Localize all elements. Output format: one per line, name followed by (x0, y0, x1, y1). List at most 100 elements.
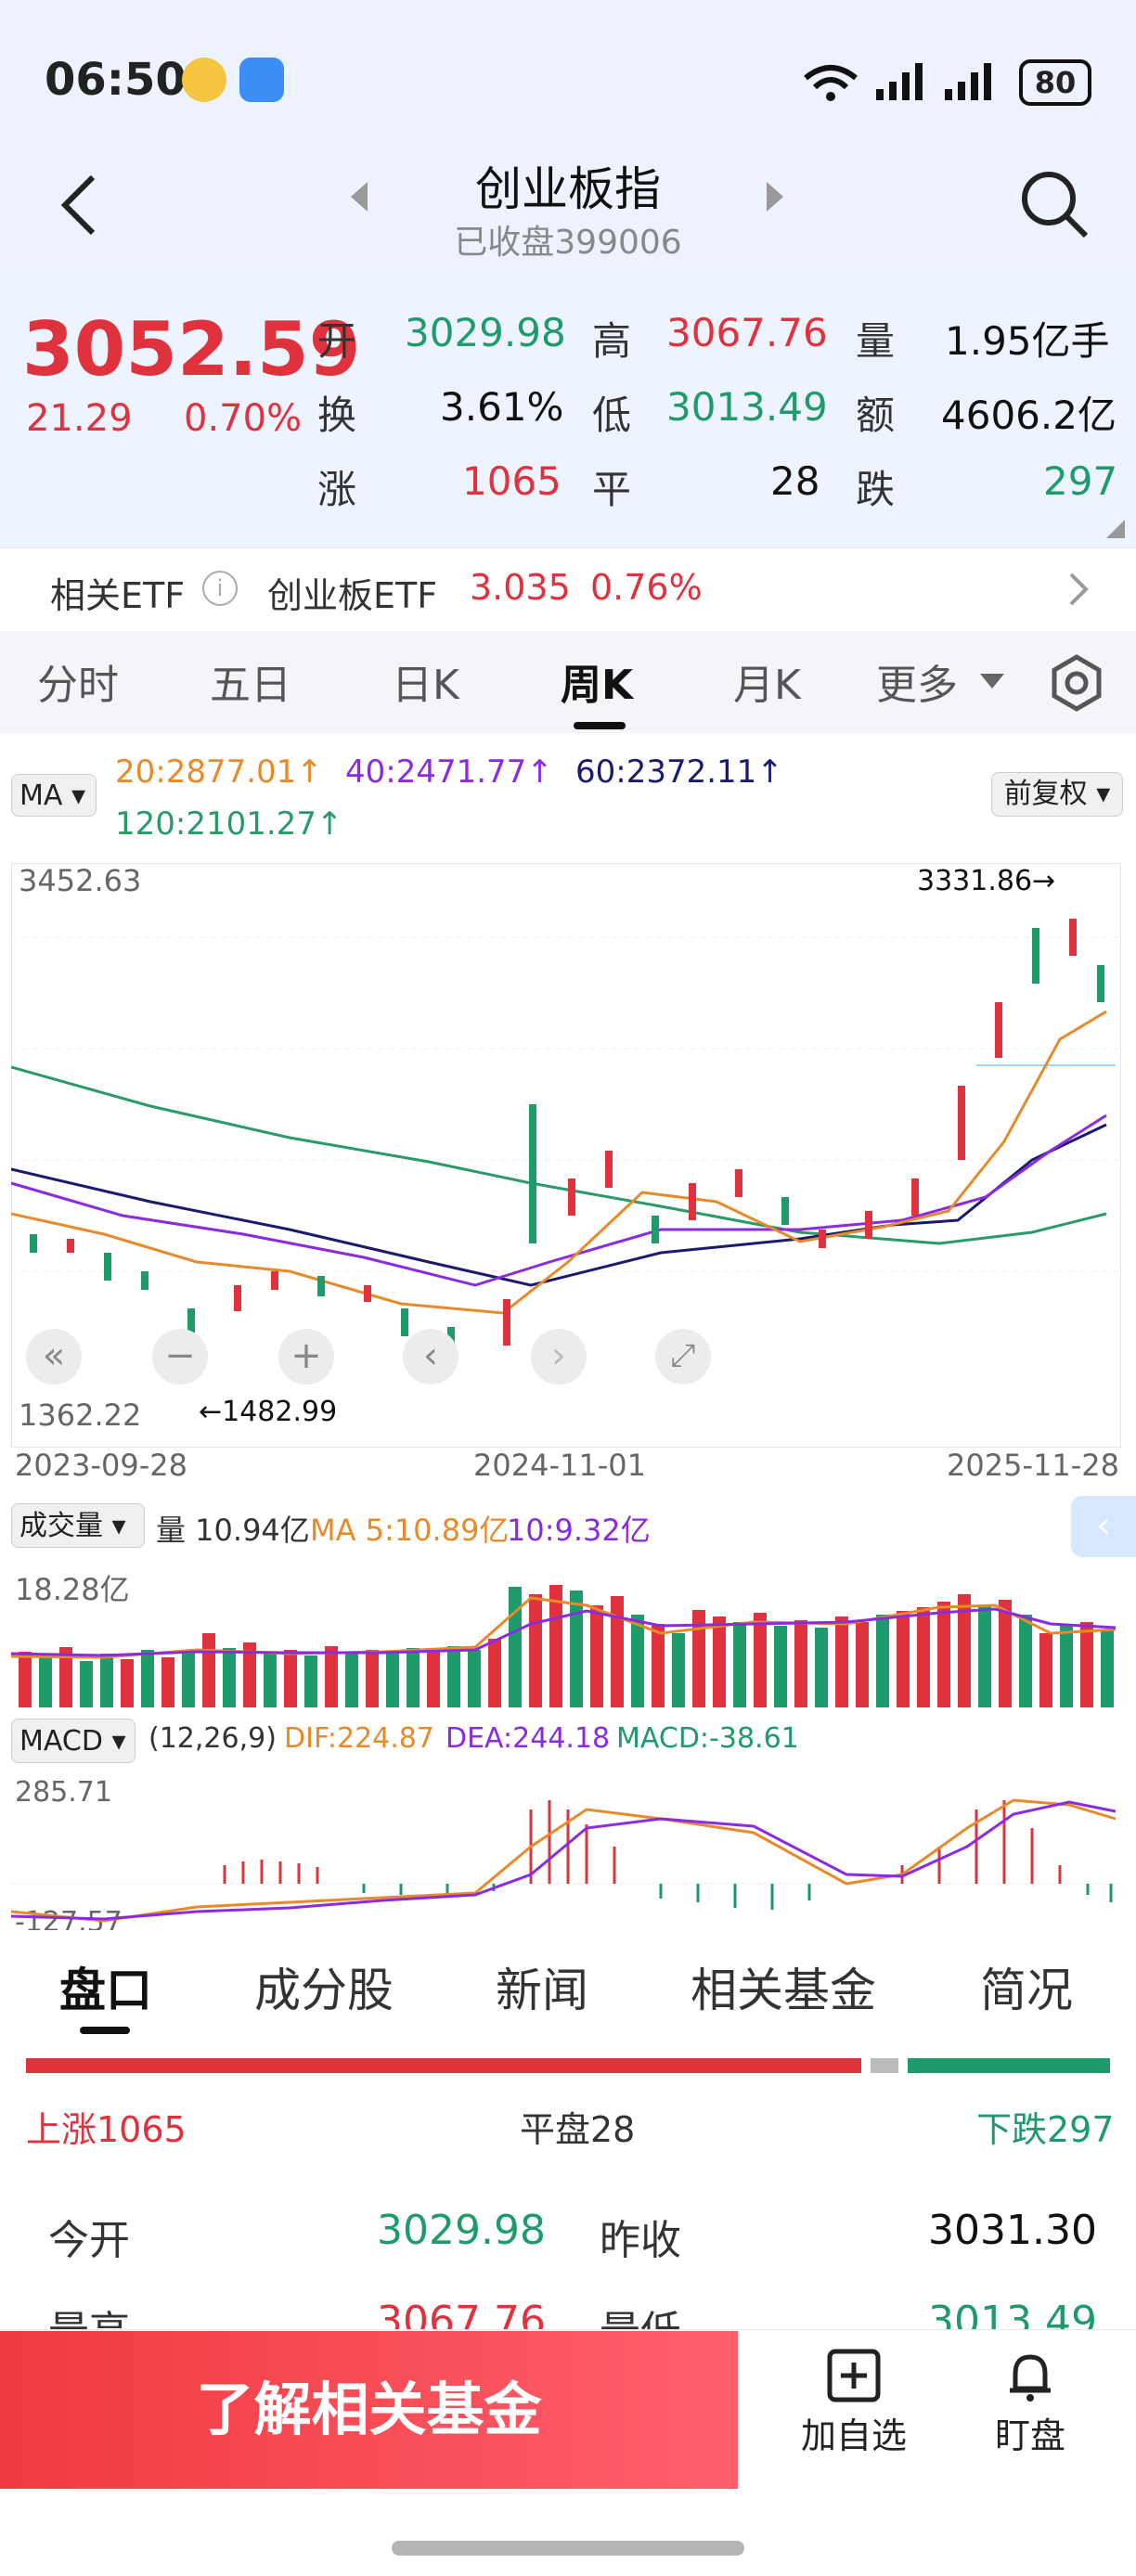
tab-more[interactable]: 更多 (876, 662, 958, 709)
active-tab-indicator (574, 722, 626, 729)
tab-five-day[interactable]: 五日 (210, 662, 291, 709)
adjust-label: 前复权 (1003, 778, 1088, 810)
tab-related-funds[interactable]: 相关基金 (691, 1964, 876, 2017)
volume-ma10: 10:9.32亿 (507, 1513, 651, 1548)
ma-selector-label: MA (19, 779, 63, 812)
next-index-icon[interactable] (765, 180, 787, 213)
kline-chart[interactable] (11, 863, 1121, 1448)
adjust-selector[interactable]: 前复权 ▾ (991, 772, 1123, 817)
prev-close-label: 昨收 (600, 2217, 681, 2264)
ma-selector[interactable]: MA ▾ (11, 774, 97, 817)
learn-funds-button[interactable]: 了解相关基金 (0, 2331, 738, 2489)
tab-intraday[interactable]: 分时 (37, 662, 119, 709)
breadth-up-label: 上涨1065 (26, 2109, 187, 2150)
back-icon[interactable] (56, 173, 102, 238)
minus-icon[interactable]: − (152, 1329, 208, 1385)
breadth-down-bar (908, 2058, 1110, 2073)
macd-dif: DIF:224.87 (284, 1722, 434, 1755)
high-value: 3067.76 (666, 310, 828, 355)
volume-label: 量 (856, 318, 896, 364)
chevron-right-icon (1069, 573, 1089, 606)
volume-y-top: 18.28亿 (15, 1572, 130, 1607)
candles (30, 919, 1104, 1346)
info-icon[interactable]: i (202, 571, 238, 606)
up-count-label: 涨 (317, 467, 357, 512)
quote-panel: 3052.59 21.29 0.70% 开 3029.98 高 3067.76 … (0, 269, 1136, 547)
kline-y-top: 3452.63 (19, 863, 142, 898)
flat-count-label: 平 (592, 467, 632, 512)
breadth-up-bar (26, 2058, 861, 2073)
tab-news[interactable]: 新闻 (496, 1964, 588, 2017)
volume-bars (19, 1585, 1114, 1707)
kline-high-marker: 3331.86→ (917, 865, 1056, 897)
period-tabs: 分时 五日 日K 周K 月K 更多 (0, 631, 1136, 733)
watch-label: 盯盘 (994, 2415, 1065, 2456)
kline-y-bottom: 1362.22 (19, 1397, 142, 1433)
watch-button[interactable]: 盯盘 (975, 2348, 1086, 2478)
breadth-down-label: 下跌297 (976, 2109, 1115, 2150)
etf-price: 3.035 (470, 567, 571, 608)
volume-ma10-line (11, 1607, 1117, 1657)
breadth-flat-bar (871, 2058, 898, 2073)
tab-handicap[interactable]: 盘口 (59, 1964, 152, 2017)
breadth-bar (26, 2058, 1110, 2073)
settings-icon[interactable] (1047, 653, 1106, 713)
pan-left-icon[interactable]: ‹ (403, 1329, 458, 1385)
etf-name: 创业板ETF (267, 575, 438, 616)
battery-icon: 80 (1019, 59, 1091, 106)
high-label: 高 (592, 318, 632, 364)
wifi-icon (804, 65, 858, 101)
volume-current: 量 10.94亿 (156, 1513, 310, 1548)
last-price: 3052.59 (22, 306, 361, 393)
macd-dea-line (11, 1800, 1117, 1921)
volume-value: 1.95亿手 (945, 318, 1110, 364)
related-etf-label: 相关ETF (50, 575, 186, 616)
add-watchlist-label: 加自选 (800, 2415, 907, 2456)
macd-dea: DEA:244.18 (445, 1722, 611, 1755)
macd-params: (12,26,9) (148, 1722, 277, 1755)
tab-overview[interactable]: 简况 (980, 1964, 1073, 2017)
related-etf-row[interactable]: 相关ETF i 创业板ETF 3.035 0.76% (0, 547, 1136, 633)
macd-selector[interactable]: MACD ▾ (11, 1719, 136, 1763)
clock: 06:50 (45, 54, 187, 106)
ma120-value: 120:2101.27↑ (115, 805, 343, 843)
turnover-label: 换 (317, 393, 357, 438)
more-dropdown-icon (980, 674, 1004, 689)
volume-selector[interactable]: 成交量 ▾ (11, 1503, 145, 1548)
breadth-flat-label: 平盘28 (520, 2109, 636, 2150)
bell-icon (1010, 2354, 1051, 2402)
pan-right-icon[interactable]: › (531, 1329, 587, 1385)
macd-histogram (223, 1800, 1113, 1910)
search-icon[interactable] (1017, 167, 1091, 241)
macd-dif-line (11, 1798, 1117, 1923)
plus-icon[interactable]: + (278, 1329, 334, 1385)
volume-ma5: MA 5:10.89亿 (310, 1513, 510, 1548)
tab-monthly-k[interactable]: 月K (733, 662, 801, 709)
macd-selector-label: MACD (19, 1725, 103, 1758)
fullscreen-icon[interactable]: ⤢ (655, 1329, 711, 1385)
signal-icon (876, 63, 923, 100)
date-mid: 2024-11-01 (473, 1448, 646, 1483)
prev-index-icon[interactable] (347, 180, 369, 213)
macd-y-top: 285.71 (15, 1776, 112, 1809)
ma120-line (11, 1065, 1107, 1245)
date-end: 2025-11-28 (947, 1448, 1119, 1483)
zoom-out-left-icon[interactable]: « (26, 1329, 82, 1385)
kline-low-marker: ←1482.99 (199, 1396, 338, 1428)
page-title: 创业板指 (475, 162, 661, 216)
add-watchlist-button[interactable]: 加自选 (798, 2348, 910, 2478)
collapse-panel-icon[interactable]: ‹ (1071, 1496, 1136, 1557)
down-count: 297 (1043, 458, 1118, 504)
ma60-line (11, 1123, 1107, 1287)
ma40-line (11, 1114, 1107, 1287)
ma20-value: 20:2877.01↑ (115, 753, 323, 791)
etf-pct: 0.76% (590, 567, 703, 608)
macd-chart (11, 1798, 1121, 1923)
flat-count: 28 (770, 458, 820, 504)
home-indicator[interactable] (392, 2541, 744, 2556)
tab-weekly-k[interactable]: 周K (561, 662, 634, 709)
detail-tabs: 盘口 成分股 新闻 相关基金 简况 (0, 1930, 1136, 2034)
expand-corner-icon[interactable] (1106, 520, 1125, 538)
tab-daily-k[interactable]: 日K (392, 662, 459, 709)
tab-constituents[interactable]: 成分股 (254, 1964, 394, 2017)
